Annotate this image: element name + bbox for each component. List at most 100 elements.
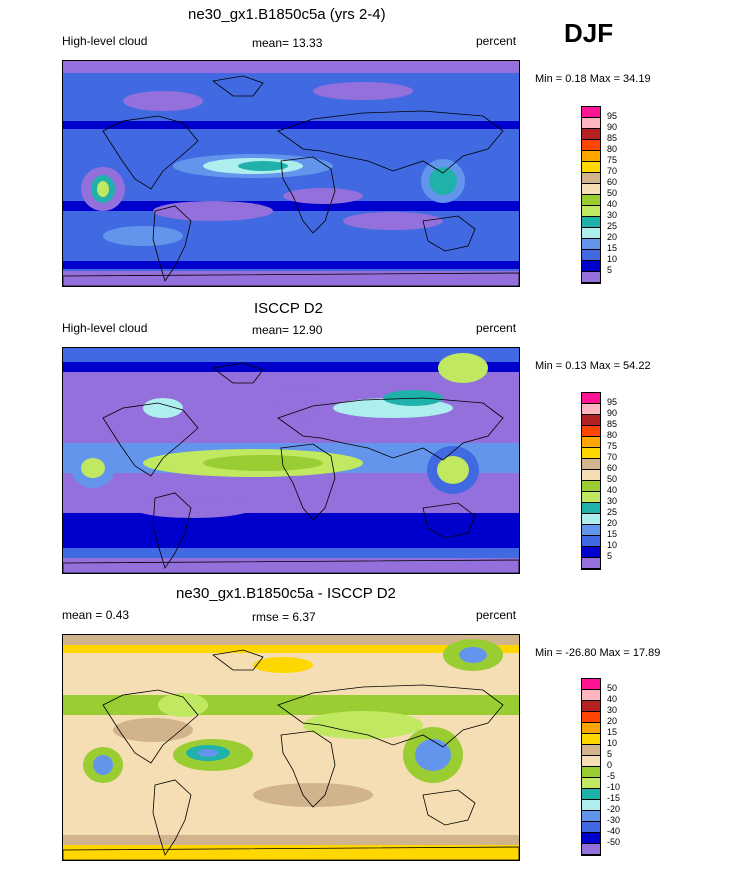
colorbar-swatch [582, 822, 600, 833]
panel-3-minmax: Min = -26.80 Max = 17.89 [535, 647, 661, 659]
colorbar-tick-label: 30 [607, 210, 618, 220]
panel-3-units: percent [476, 608, 517, 622]
colorbar-swatch [582, 415, 600, 426]
colorbar-swatch [582, 107, 600, 118]
colorbar-swatch [582, 833, 600, 844]
colorbar-tick-label: 50 [607, 474, 618, 484]
colorbar-swatch [582, 206, 600, 217]
colorbar-tick-label: 95 [607, 111, 618, 121]
panel-2-mean: mean= 12.90 [252, 323, 323, 337]
panel-2-units: percent [476, 321, 517, 335]
colorbar-tick-label: -40 [607, 826, 621, 836]
panel-1-minmax: Min = 0.18 Max = 34.19 [535, 73, 651, 85]
colorbar-swatch [582, 151, 600, 162]
colorbar-swatch [582, 228, 600, 239]
colorbar-tick-label: 90 [607, 408, 618, 418]
panel-1-colorbar [581, 106, 601, 284]
colorbar-swatch [582, 679, 600, 690]
colorbar-swatch [582, 525, 600, 536]
colorbar-swatch [582, 393, 600, 404]
colorbar-swatch [582, 250, 600, 261]
colorbar-swatch [582, 514, 600, 525]
colorbar-swatch [582, 195, 600, 206]
colorbar-tick-label: -30 [607, 815, 621, 825]
panel-3-colorbar [581, 678, 601, 856]
colorbar-swatch [582, 701, 600, 712]
colorbar-swatch [582, 118, 600, 129]
colorbar-swatch [582, 184, 600, 195]
colorbar-tick-label: -20 [607, 804, 621, 814]
panel-2-left-label: High-level cloud [62, 321, 148, 335]
colorbar-swatch [582, 503, 600, 514]
colorbar-tick-label: 5 [607, 749, 613, 759]
panel-2-title: ISCCP D2 [254, 300, 323, 317]
colorbar-tick-label: 95 [607, 397, 618, 407]
colorbar-swatch [582, 129, 600, 140]
colorbar-swatch [582, 481, 600, 492]
colorbar-swatch [582, 239, 600, 250]
colorbar-swatch [582, 558, 600, 569]
colorbar-tick-label: 5 [607, 265, 613, 275]
colorbar-tick-label: 70 [607, 166, 618, 176]
colorbar-tick-label: 10 [607, 540, 618, 550]
colorbar-tick-label: 25 [607, 221, 618, 231]
colorbar-swatch [582, 745, 600, 756]
colorbar-swatch [582, 547, 600, 558]
colorbar-swatch [582, 272, 600, 283]
colorbar-tick-label: 30 [607, 705, 618, 715]
colorbar-tick-label: 75 [607, 441, 618, 451]
colorbar-tick-label: 20 [607, 518, 618, 528]
colorbar-swatch [582, 426, 600, 437]
colorbar-tick-label: 80 [607, 144, 618, 154]
colorbar-swatch [582, 437, 600, 448]
panel-3-rmse: rmse = 6.37 [252, 610, 316, 624]
colorbar-tick-label: 15 [607, 243, 618, 253]
colorbar-swatch [582, 844, 600, 855]
season-label: DJF [564, 18, 614, 48]
colorbar-tick-label: 5 [607, 551, 613, 561]
colorbar-tick-label: 30 [607, 496, 618, 506]
colorbar-tick-label: 85 [607, 419, 618, 429]
colorbar-swatch [582, 756, 600, 767]
panel-1-map [62, 60, 520, 287]
colorbar-swatch [582, 712, 600, 723]
colorbar-tick-label: -5 [607, 771, 616, 781]
colorbar-swatch [582, 404, 600, 415]
colorbar-tick-label: -10 [607, 782, 621, 792]
colorbar-tick-label: 10 [607, 254, 618, 264]
panel-1-units: percent [476, 34, 517, 48]
colorbar-tick-label: -50 [607, 837, 621, 847]
colorbar-tick-label: 10 [607, 738, 618, 748]
colorbar-swatch [582, 448, 600, 459]
colorbar-tick-label: 15 [607, 529, 618, 539]
colorbar-tick-label: 80 [607, 430, 618, 440]
colorbar-swatch [582, 778, 600, 789]
colorbar-tick-label: 40 [607, 485, 618, 495]
colorbar-tick-label: 90 [607, 122, 618, 132]
colorbar-swatch [582, 811, 600, 822]
panel-2-colorbar [581, 392, 601, 570]
panel-2-minmax: Min = 0.13 Max = 54.22 [535, 360, 651, 372]
colorbar-swatch [582, 470, 600, 481]
colorbar-tick-label: 50 [607, 188, 618, 198]
colorbar-tick-label: 60 [607, 177, 618, 187]
colorbar-tick-label: 40 [607, 199, 618, 209]
colorbar-tick-label: 70 [607, 452, 618, 462]
colorbar-tick-label: 0 [607, 760, 613, 770]
colorbar-swatch [582, 690, 600, 701]
colorbar-swatch [582, 173, 600, 184]
panel-1-left-label: High-level cloud [62, 34, 148, 48]
colorbar-tick-label: -15 [607, 793, 621, 803]
colorbar-swatch [582, 459, 600, 470]
colorbar-swatch [582, 536, 600, 547]
colorbar-tick-label: 15 [607, 727, 618, 737]
colorbar-tick-label: 50 [607, 683, 618, 693]
panel-1-title: ne30_gx1.B1850c5a (yrs 2-4) [188, 6, 386, 23]
colorbar-tick-label: 20 [607, 716, 618, 726]
panel-3-map [62, 634, 520, 861]
panel-3-mean: mean = 0.43 [62, 608, 130, 622]
colorbar-swatch [582, 767, 600, 778]
colorbar-swatch [582, 261, 600, 272]
colorbar-swatch [582, 492, 600, 503]
colorbar-tick-label: 85 [607, 133, 618, 143]
